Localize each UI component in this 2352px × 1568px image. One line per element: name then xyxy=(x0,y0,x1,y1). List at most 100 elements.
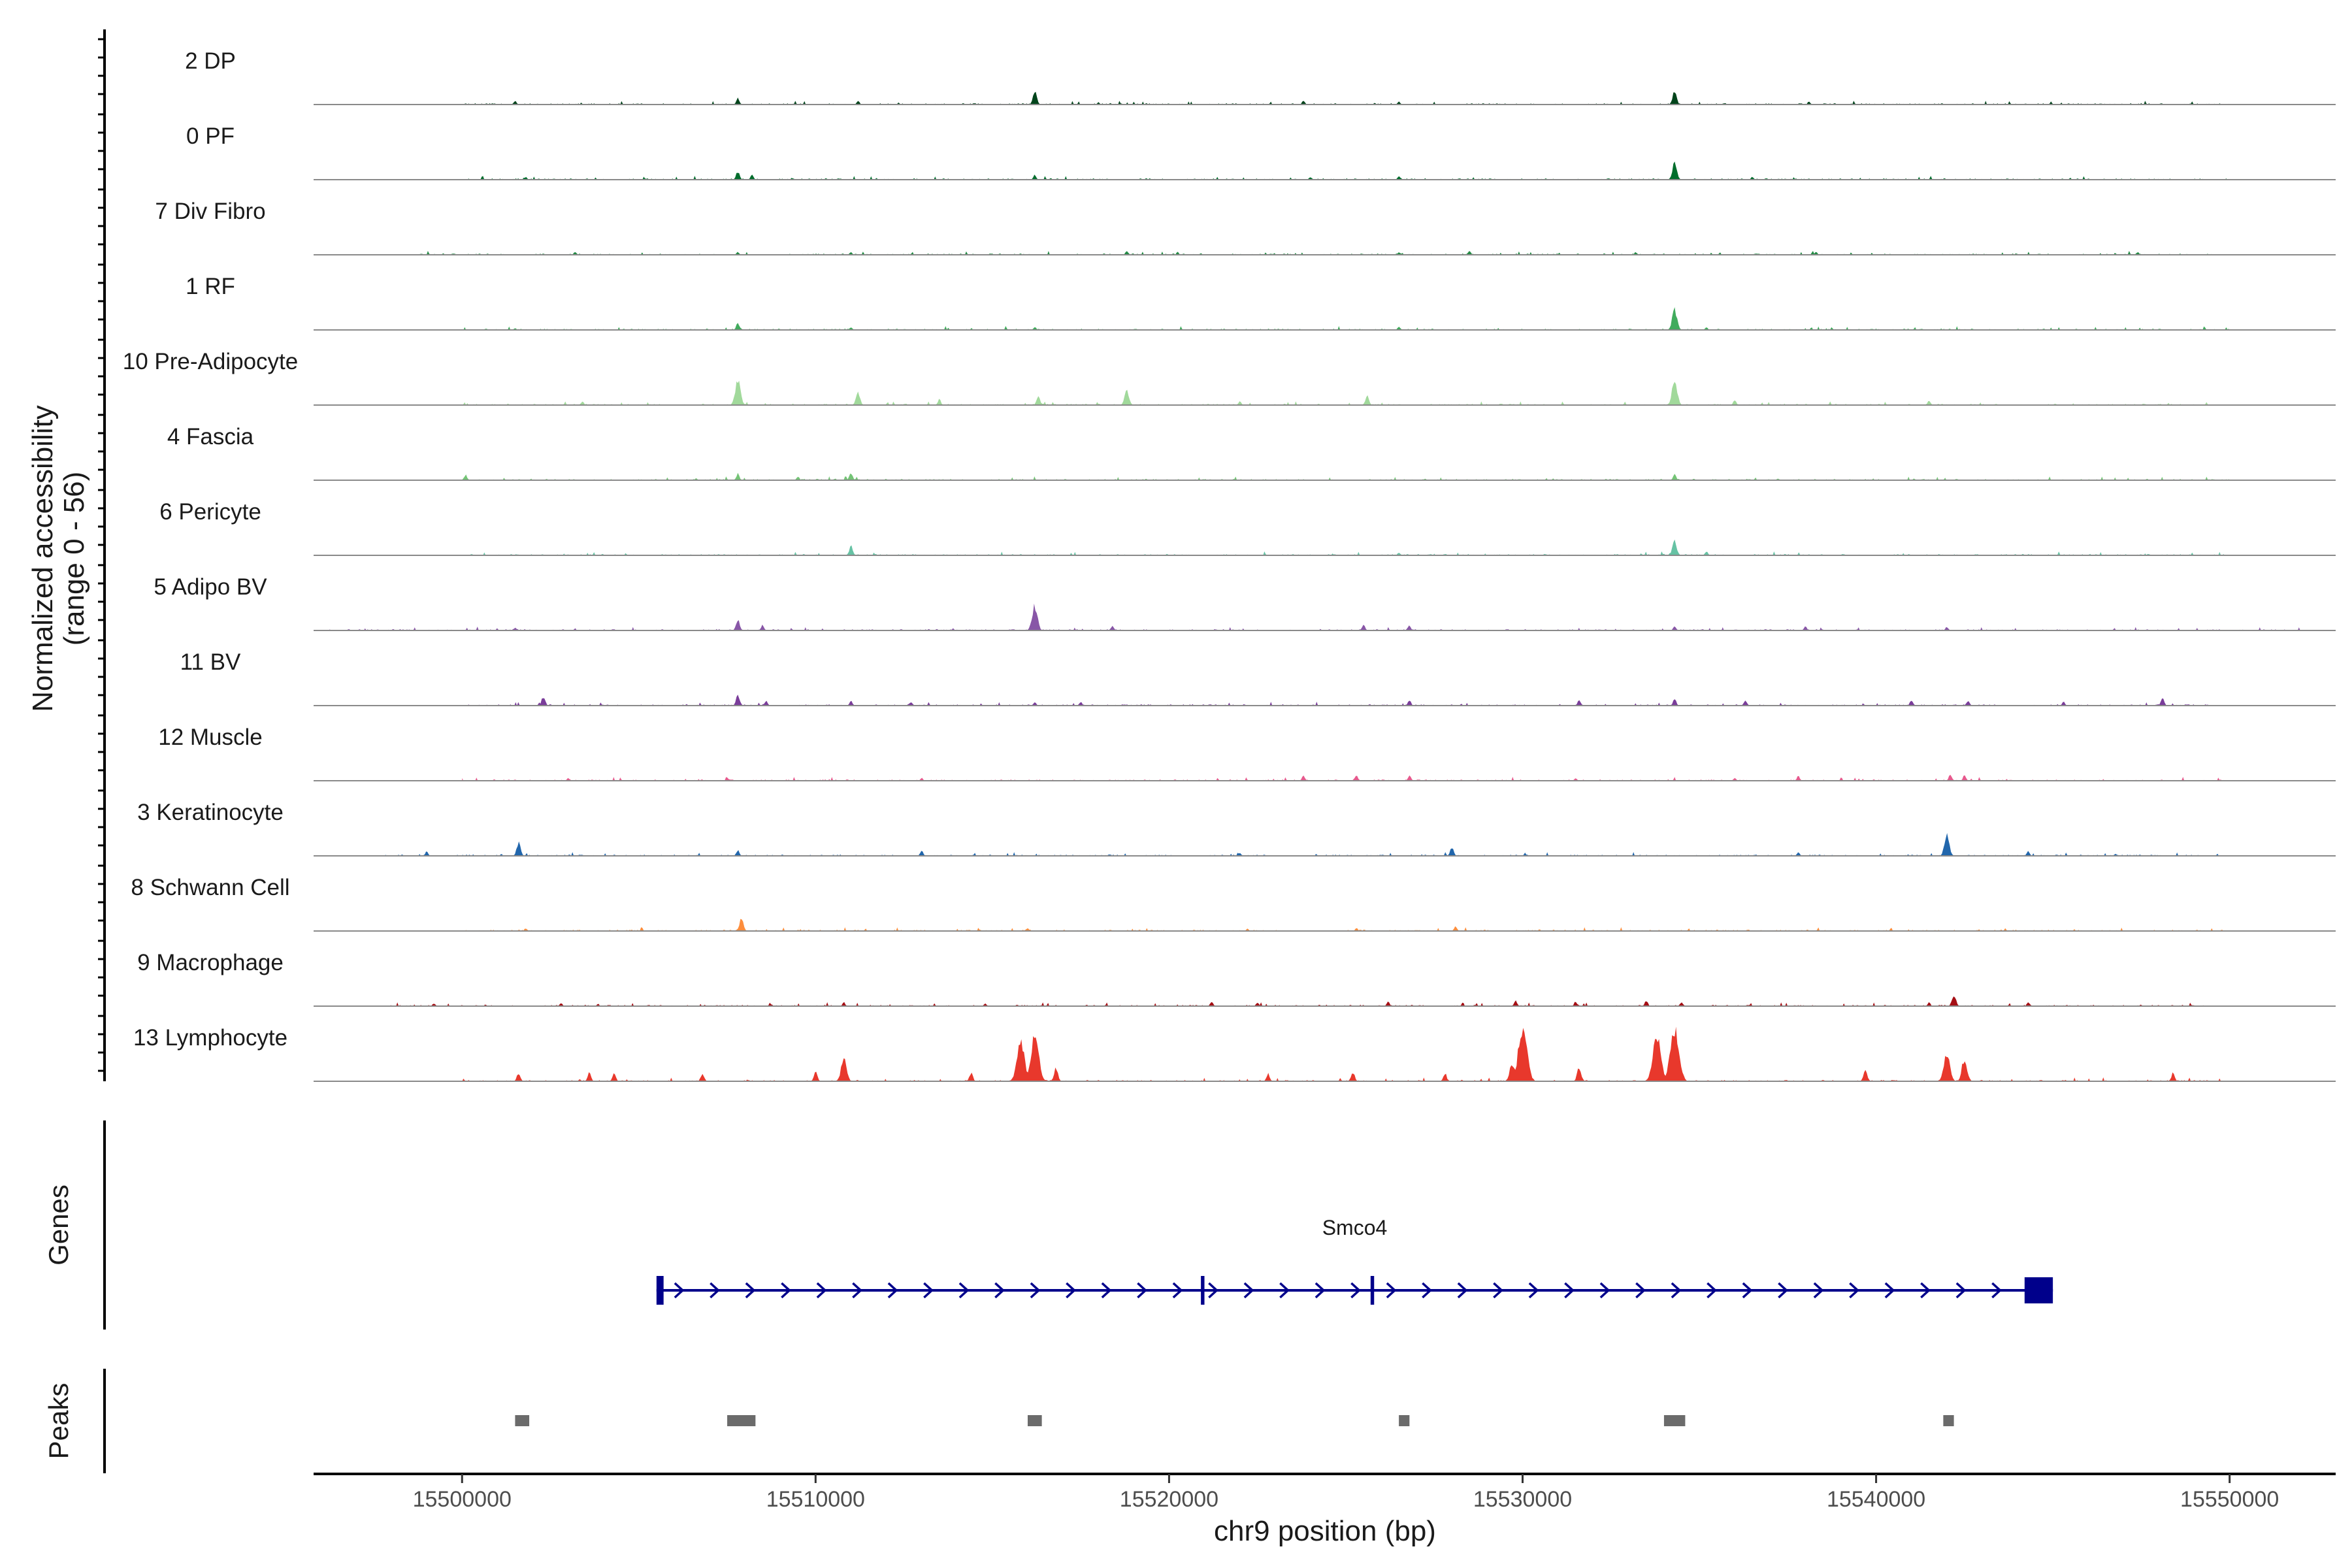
coverage-panel: 2 DP 0 PF 7 Div Fibro 1 RF 10 Pre-Adipocyte 4… xyxy=(27,29,2336,1082)
track-4: 1 RF xyxy=(186,274,2336,331)
coverage-y-axis-title: Normalized accessibility xyxy=(27,405,59,711)
strand-arrow xyxy=(1849,1282,1859,1299)
gene-exon xyxy=(1370,1276,1375,1305)
strand-arrow xyxy=(781,1282,791,1299)
strand-arrow xyxy=(1208,1282,1218,1299)
x-tick-label: 15540000 xyxy=(1827,1487,1925,1512)
strand-arrow xyxy=(1707,1282,1717,1299)
peak-regions xyxy=(515,1415,1954,1426)
x-tick-label: 15500000 xyxy=(413,1487,512,1512)
strand-arrow xyxy=(1030,1282,1041,1299)
x-tick-label: 15530000 xyxy=(1473,1487,1572,1512)
strand-arrow xyxy=(1243,1282,1254,1299)
track-label: 13 Lymphocyte xyxy=(133,1025,287,1051)
strand-arrow xyxy=(1991,1282,2002,1299)
track-label: 9 Macrophage xyxy=(137,950,284,975)
track-label: 12 Muscle xyxy=(158,725,263,750)
track-label: 6 Pericyte xyxy=(159,499,261,525)
strand-arrow xyxy=(1101,1282,1112,1299)
gene-exon xyxy=(656,1276,664,1305)
strand-arrow xyxy=(852,1282,862,1299)
track-10: 12 Muscle xyxy=(158,725,2336,781)
peak-region xyxy=(1943,1415,1954,1426)
coverage-tracks: 2 DP 0 PF 7 Div Fibro 1 RF 10 Pre-Adipocyte 4… xyxy=(123,48,2336,1082)
strand-arrow xyxy=(1137,1282,1147,1299)
strand-arrow xyxy=(745,1282,756,1299)
track-label: 11 BV xyxy=(180,649,241,675)
x-tick-label: 15520000 xyxy=(1120,1487,1218,1512)
track-label: 5 Adipo BV xyxy=(154,574,267,600)
coverage-y-ticks xyxy=(98,38,105,1072)
gene-name-label: Smco4 xyxy=(1322,1216,1388,1239)
track-label: 4 Fascia xyxy=(167,424,254,449)
strand-arrow xyxy=(1493,1282,1503,1299)
peak-region xyxy=(1399,1415,1410,1426)
track-label: 2 DP xyxy=(185,48,236,74)
strand-arrow xyxy=(887,1282,898,1299)
strand-arrow xyxy=(958,1282,970,1299)
strand-arrow xyxy=(674,1282,685,1299)
coverage-y-axis-subtitle: (range 0 - 56) xyxy=(58,472,90,646)
track-14: 13 Lymphocyte xyxy=(133,1025,2336,1082)
strand-arrow xyxy=(1172,1282,1183,1299)
track-2: 0 PF xyxy=(186,123,2336,180)
strand-arrow xyxy=(1742,1282,1753,1299)
track-12: 8 Schwann Cell xyxy=(131,875,2336,932)
x-axis-ticks: 15500000 15510000 15520000 15530000 15540000… xyxy=(413,1474,2279,1512)
x-tick-label: 15510000 xyxy=(766,1487,865,1512)
gene-exon xyxy=(1201,1276,1205,1305)
strand-arrow xyxy=(1884,1282,1895,1299)
strand-arrow xyxy=(1778,1282,1788,1299)
strand-arrow xyxy=(1635,1282,1646,1299)
strand-arrow xyxy=(1671,1282,1682,1299)
strand-arrow xyxy=(1955,1282,1967,1299)
track-label: 8 Schwann Cell xyxy=(131,875,289,900)
strand-arrow xyxy=(1457,1282,1468,1299)
coverage-area xyxy=(462,472,2230,480)
track-13: 9 Macrophage xyxy=(137,950,2336,1007)
track-label: 7 Div Fibro xyxy=(155,199,265,224)
strand-arrow xyxy=(1279,1282,1290,1299)
track-8: 5 Adipo BV xyxy=(154,574,2336,631)
strand-arrow xyxy=(1599,1282,1610,1299)
strand-arrow xyxy=(1528,1282,1539,1299)
peak-region xyxy=(1663,1415,1686,1426)
track-6: 4 Fascia xyxy=(167,424,2336,481)
track-11: 3 Keratinocyte xyxy=(137,800,2336,857)
strand-arrow xyxy=(994,1282,1005,1299)
peaks-panel-label: Peaks xyxy=(43,1383,74,1460)
peaks-panel: Peaks xyxy=(43,1369,1954,1473)
track-9: 11 BV xyxy=(180,649,2336,706)
x-axis-title: chr9 position (bp) xyxy=(1214,1515,1436,1547)
gene-models: Smco4 xyxy=(656,1216,2053,1305)
strand-arrow xyxy=(1920,1282,1931,1299)
genes-panel-label: Genes xyxy=(43,1184,74,1266)
peak-region xyxy=(515,1415,530,1426)
strand-arrow xyxy=(1564,1282,1575,1299)
track-7: 6 Pericyte xyxy=(159,499,2336,556)
strand-arrow xyxy=(923,1282,934,1299)
strand-arrow xyxy=(816,1282,827,1299)
strand-arrow xyxy=(1066,1282,1076,1299)
strand-arrow xyxy=(1350,1282,1361,1299)
track-5: 10 Pre-Adipocyte xyxy=(123,349,2336,406)
strand-arrow xyxy=(710,1282,720,1299)
strand-arrow xyxy=(1386,1282,1397,1299)
track-label: 10 Pre-Adipocyte xyxy=(123,349,298,374)
track-label: 1 RF xyxy=(186,274,235,299)
strand-arrow xyxy=(1422,1282,1432,1299)
gene-exon xyxy=(2024,1277,2053,1303)
peak-region xyxy=(727,1415,756,1426)
x-axis: 15500000 15510000 15520000 15530000 15540000… xyxy=(314,1473,2336,1547)
gene-smco4: Smco4 xyxy=(656,1216,2053,1305)
track-label: 0 PF xyxy=(186,123,235,149)
genes-panel: Genes Smco4 xyxy=(43,1120,2053,1330)
strand-arrow xyxy=(1813,1282,1824,1299)
strand-arrow xyxy=(1315,1282,1326,1299)
track-label: 3 Keratinocyte xyxy=(137,800,284,825)
track-1: 2 DP xyxy=(185,48,2336,105)
x-tick-label: 15550000 xyxy=(2180,1487,2279,1512)
track-3: 7 Div Fibro xyxy=(155,199,2336,255)
